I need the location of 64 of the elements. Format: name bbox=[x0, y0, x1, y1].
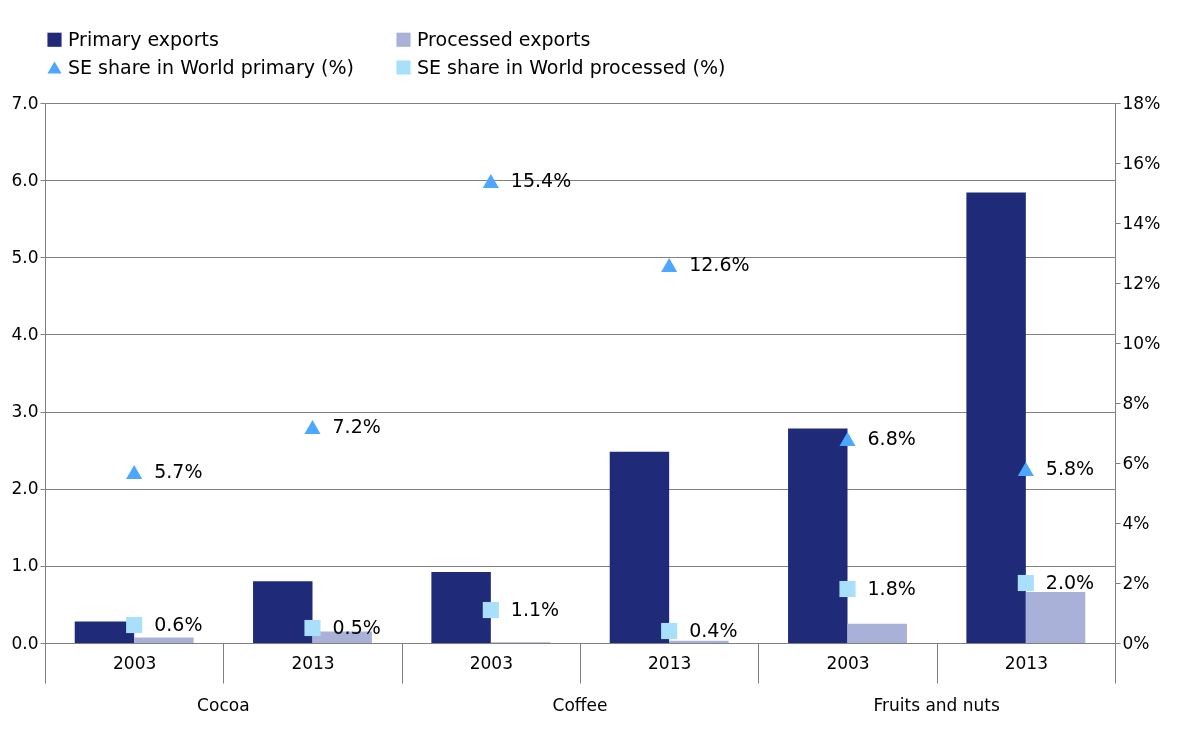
point bbox=[126, 465, 143, 479]
data-label: 0.6% bbox=[154, 613, 203, 635]
point bbox=[304, 420, 321, 434]
x-tick-label: 2003 bbox=[469, 652, 513, 673]
point bbox=[661, 622, 678, 640]
point bbox=[482, 601, 499, 619]
text: Coffee bbox=[552, 695, 608, 715]
point bbox=[839, 580, 856, 598]
y2-tick-label: 2% bbox=[1122, 572, 1150, 593]
data-label: 7.2% bbox=[332, 415, 381, 437]
bar bbox=[134, 637, 194, 643]
x-tick-label: 2013 bbox=[1004, 652, 1048, 673]
y2-tick-label: 12% bbox=[1122, 272, 1161, 293]
x-tick-label: 2013 bbox=[291, 652, 335, 673]
data-label: 5.7% bbox=[154, 460, 203, 482]
text: Cocoa bbox=[197, 695, 250, 715]
x-tick-label: 2013 bbox=[648, 652, 692, 673]
point bbox=[1017, 462, 1034, 476]
data-label: 6.8% bbox=[867, 427, 916, 449]
bar bbox=[847, 623, 907, 643]
point bbox=[482, 174, 499, 188]
data-label: 5.8% bbox=[1045, 457, 1095, 479]
legend-label: SE share in World processed (%) bbox=[417, 55, 726, 78]
bar bbox=[74, 621, 135, 643]
y-tick-label: 6.0 bbox=[11, 169, 39, 190]
y2-tick-label: 0% bbox=[1122, 632, 1150, 653]
bar bbox=[1025, 592, 1086, 643]
bar bbox=[788, 428, 848, 643]
y-tick-label: 0.0 bbox=[11, 632, 39, 653]
point bbox=[126, 616, 143, 634]
data-label: 1.8% bbox=[867, 577, 916, 599]
y2-tick-label: 4% bbox=[1122, 512, 1150, 533]
point bbox=[1017, 574, 1034, 592]
y2-tick-label: 10% bbox=[1122, 332, 1161, 353]
y-tick-label: 7.0 bbox=[11, 92, 39, 113]
y-tick-label: 5.0 bbox=[11, 246, 39, 267]
legend-label: SE share in World primary (%) bbox=[68, 55, 354, 78]
x-tick-label: 2003 bbox=[826, 652, 870, 673]
y-tick-label: 4.0 bbox=[11, 323, 39, 344]
bar bbox=[253, 581, 313, 643]
y2-tick-label: 14% bbox=[1122, 212, 1161, 233]
legend-label: Primary exports bbox=[68, 27, 219, 50]
data-label: 12.6% bbox=[689, 253, 750, 275]
y-tick-label: 3.0 bbox=[11, 401, 39, 422]
data-label: 0.5% bbox=[332, 616, 381, 638]
y2-tick-label: 16% bbox=[1122, 152, 1161, 173]
data-label: 15.4% bbox=[510, 169, 572, 191]
y2-tick-label: 18% bbox=[1122, 92, 1161, 113]
y2-tick-label: 8% bbox=[1122, 392, 1150, 413]
bar bbox=[431, 572, 491, 643]
y-tick-label: 1.0 bbox=[11, 555, 39, 576]
x-tick-label: 2003 bbox=[113, 652, 157, 673]
bar bbox=[966, 192, 1026, 643]
text: Fruits and nuts bbox=[873, 695, 1001, 715]
legend-label: Processed exports bbox=[417, 27, 591, 50]
bar bbox=[609, 451, 670, 643]
y2-tick-label: 6% bbox=[1122, 452, 1150, 473]
y-tick-label: 2.0 bbox=[11, 478, 39, 499]
data-label: 1.1% bbox=[510, 598, 560, 620]
data-label: 2.0% bbox=[1045, 571, 1095, 593]
point bbox=[839, 432, 856, 446]
point bbox=[304, 619, 321, 637]
data-label: 0.4% bbox=[689, 619, 738, 641]
point bbox=[661, 258, 678, 272]
